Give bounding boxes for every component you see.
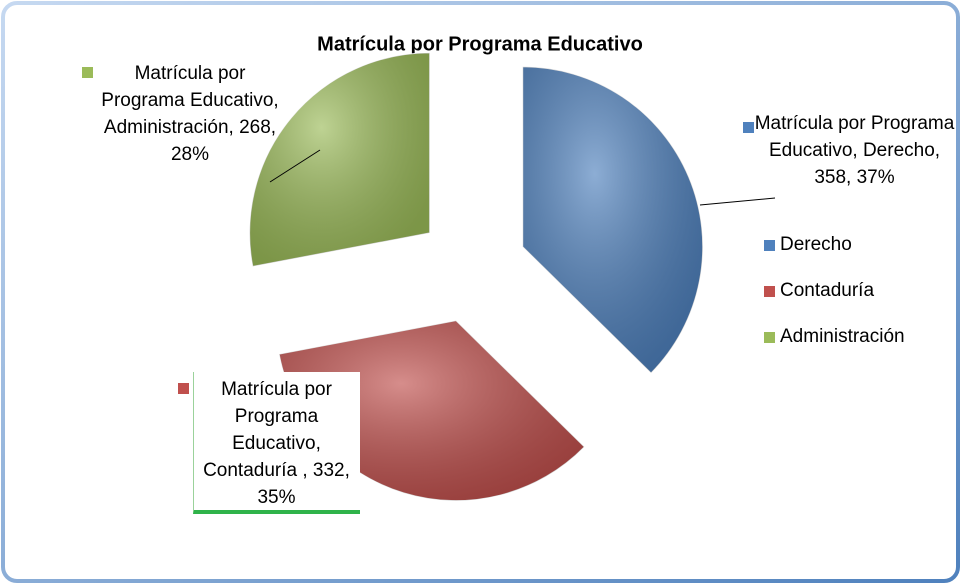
chart-title: Matrícula por Programa Educativo: [317, 33, 643, 55]
label-swatch: [743, 122, 754, 133]
legend-swatch: [764, 240, 775, 251]
data-label: Matrícula por Programa Educativo, Admini…: [101, 63, 279, 165]
leader-line: [269, 149, 321, 183]
label-swatch: [82, 67, 93, 78]
legend-label: Administración: [780, 326, 905, 347]
legend-swatch: [764, 332, 775, 343]
data-label: Matrícula por Programa Educativo, Contad…: [203, 379, 350, 508]
slice-shade: [249, 52, 430, 267]
legend-swatch: [764, 286, 775, 297]
leader-line: [699, 197, 776, 206]
legend-label: Contaduría: [780, 280, 875, 301]
legend-label: Derecho: [780, 234, 852, 255]
data-label: Matrícula por Programa Educativo, Derech…: [754, 113, 955, 188]
slice-shade: [522, 66, 703, 373]
label-box: [193, 372, 360, 514]
label-swatch: [178, 383, 189, 394]
